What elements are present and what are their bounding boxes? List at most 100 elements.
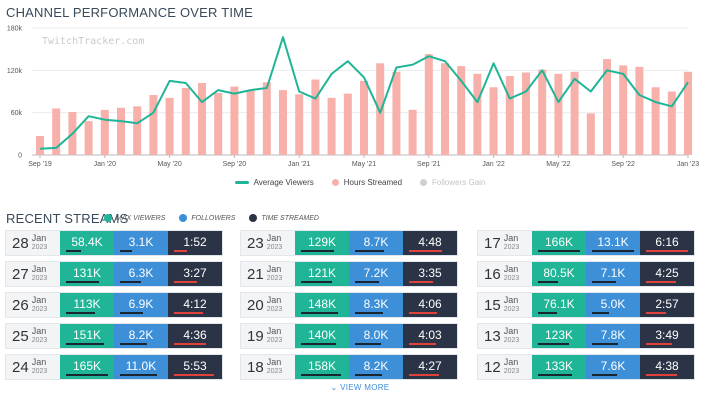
hours-bar[interactable] xyxy=(343,93,352,155)
stream-card[interactable]: 17 Jan 2023 166K 13.1K 6:16 xyxy=(477,230,695,256)
max-viewers-value: 151K xyxy=(72,328,102,342)
hours-bar[interactable] xyxy=(311,79,320,155)
hours-bar[interactable] xyxy=(667,91,676,156)
hours-bar[interactable] xyxy=(570,71,579,155)
stream-card[interactable]: 13 Jan 2023 123K 7.8K 3:49 xyxy=(477,323,695,349)
stream-card[interactable]: 25 Jan 2023 151K 8.2K 4:36 xyxy=(5,323,223,349)
followers-value: 8.0K xyxy=(363,328,389,342)
hours-bar[interactable] xyxy=(441,63,449,155)
hours-bar[interactable] xyxy=(360,80,368,155)
max-viewers-value: 140K xyxy=(307,328,337,342)
hours-bar[interactable] xyxy=(424,54,433,155)
stream-day: 15 xyxy=(484,296,501,314)
hours-bar[interactable] xyxy=(214,92,223,155)
hours-bar[interactable] xyxy=(84,121,93,155)
hours-bar[interactable] xyxy=(181,87,190,155)
hours-bar[interactable] xyxy=(408,109,417,155)
stream-month: Jan xyxy=(266,357,282,367)
hours-bar[interactable] xyxy=(538,69,547,155)
stream-day: 12 xyxy=(484,358,501,376)
hours-bar[interactable] xyxy=(505,75,514,155)
legend-followers-swatch xyxy=(420,179,428,186)
stream-month-year: Jan 2023 xyxy=(32,234,48,252)
followers-value: 11.0K xyxy=(125,359,157,373)
time-streamed-stat: 4:48 xyxy=(403,231,457,255)
hours-bar[interactable] xyxy=(36,135,44,155)
stream-card[interactable]: 18 Jan 2023 158K 8.2K 4:27 xyxy=(240,354,458,380)
stream-year: 2023 xyxy=(31,306,48,313)
hours-bar[interactable] xyxy=(473,73,482,155)
hours-bar[interactable] xyxy=(684,71,692,155)
hours-bar[interactable] xyxy=(295,94,304,155)
time-streamed-bar xyxy=(174,343,206,345)
stream-month-year: Jan 2023 xyxy=(504,265,520,283)
max-viewers-bar xyxy=(66,250,81,252)
hours-bar[interactable] xyxy=(117,107,125,155)
stream-year: 2023 xyxy=(31,368,48,375)
hours-bar[interactable] xyxy=(230,86,239,155)
max-viewers-stat: 133K xyxy=(532,355,586,379)
followers-bar xyxy=(592,312,609,314)
hours-bar[interactable] xyxy=(457,66,466,155)
max-viewers-value: 123K xyxy=(544,328,574,342)
hours-bar[interactable] xyxy=(133,106,142,155)
hours-bar[interactable] xyxy=(246,90,255,155)
legend-followers-gain[interactable]: Followers Gain xyxy=(420,178,485,187)
max-viewers-stat: 148K xyxy=(295,293,349,317)
time-streamed-stat: 6:16 xyxy=(640,231,694,255)
stream-card[interactable]: 21 Jan 2023 121K 7.2K 3:35 xyxy=(240,261,458,287)
legend-avg-viewers[interactable]: Average Viewers xyxy=(234,178,314,187)
hours-bar[interactable] xyxy=(489,87,498,155)
max-viewers-stat: 165K xyxy=(60,355,114,379)
stream-card[interactable]: 27 Jan 2023 131K 6.3K 3:27 xyxy=(5,261,223,287)
followers-value: 7.2K xyxy=(363,266,389,280)
legend-hours-streamed[interactable]: Hours Streamed xyxy=(331,178,402,187)
time-streamed-value: 4:48 xyxy=(418,235,442,249)
stream-card[interactable]: 24 Jan 2023 165K 11.0K 5:53 xyxy=(5,354,223,380)
followers-bar xyxy=(355,281,379,283)
hours-bar[interactable] xyxy=(165,97,174,155)
hours-bar[interactable] xyxy=(100,109,109,155)
stream-card[interactable]: 16 Jan 2023 80.5K 7.1K 4:25 xyxy=(477,261,695,287)
stream-day: 26 xyxy=(12,296,29,314)
hours-bar[interactable] xyxy=(376,63,385,155)
followers-bar xyxy=(592,250,634,252)
stream-card[interactable]: 23 Jan 2023 129K 8.7K 4:48 xyxy=(240,230,458,256)
hours-bar[interactable] xyxy=(52,108,61,155)
view-more-link[interactable]: ⌄ VIEW MORE xyxy=(330,383,390,392)
stream-card[interactable]: 26 Jan 2023 113K 6.9K 4:12 xyxy=(5,292,223,318)
hours-bar[interactable] xyxy=(392,71,401,155)
max-viewers-bar xyxy=(66,281,100,283)
hours-bar[interactable] xyxy=(198,83,206,155)
hours-bar[interactable] xyxy=(635,66,644,155)
hours-bar[interactable] xyxy=(262,82,271,155)
x-tick-label: Sep '22 xyxy=(611,161,635,168)
hours-bar[interactable] xyxy=(603,59,611,155)
hours-bar[interactable] xyxy=(279,90,287,155)
hours-bar[interactable] xyxy=(522,72,530,155)
stream-month-year: Jan 2023 xyxy=(267,327,283,345)
time-streamed-bar xyxy=(174,374,214,376)
stream-card[interactable]: 28 Jan 2023 58.4K 3.1K 1:52 xyxy=(5,230,223,256)
stream-card[interactable]: 19 Jan 2023 140K 8.0K 4:03 xyxy=(240,323,458,349)
time-streamed-dot xyxy=(249,214,258,222)
hours-bar[interactable] xyxy=(619,65,628,155)
followers-value: 5.0K xyxy=(600,297,626,311)
stream-month-year: Jan 2023 xyxy=(504,327,520,345)
recent-streams-grid: 28 Jan 2023 58.4K 3.1K 1:52 27 Jan 2023 131K 6.3K 3… xyxy=(5,230,715,380)
time-streamed-value: 4:03 xyxy=(418,328,442,342)
stream-card[interactable]: 20 Jan 2023 148K 8.3K 4:06 xyxy=(240,292,458,318)
stream-card[interactable]: 12 Jan 2023 133K 7.6K 4:38 xyxy=(477,354,695,380)
avg-viewers-series-line[interactable] xyxy=(39,36,689,150)
hours-bar[interactable] xyxy=(149,95,158,155)
stream-month-year: Jan 2023 xyxy=(267,296,283,314)
stream-card[interactable]: 15 Jan 2023 76.1K 5.0K 2:57 xyxy=(477,292,695,318)
hours-bar[interactable] xyxy=(651,87,660,155)
hours-bar[interactable] xyxy=(586,113,595,155)
max-viewers-value: 121K xyxy=(307,266,337,280)
followers-stat: 6.9K xyxy=(114,293,168,317)
max-viewers-value: 80.5K xyxy=(543,266,575,280)
hours-bar[interactable] xyxy=(327,97,336,155)
max-viewers-bar xyxy=(301,374,341,376)
hours-bar[interactable] xyxy=(554,73,563,155)
